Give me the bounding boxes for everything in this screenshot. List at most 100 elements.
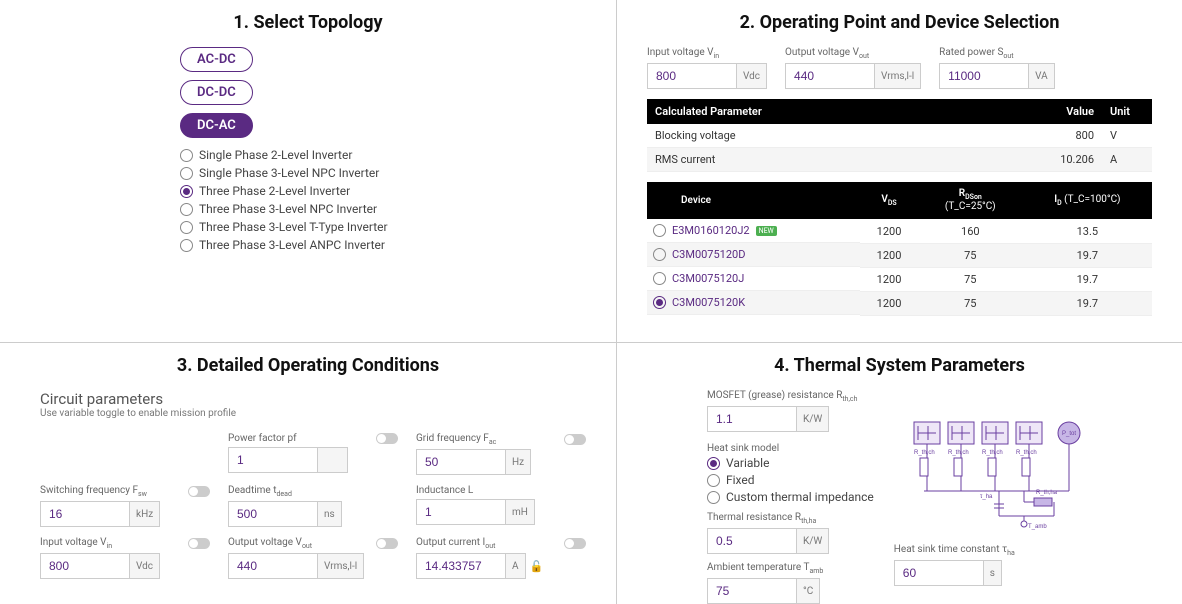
unit-label: s xyxy=(984,560,1002,586)
topology-radio-3p-3l-npc[interactable]: Three Phase 3-Level NPC Inverter xyxy=(180,202,586,216)
pf-input[interactable] xyxy=(228,447,318,473)
toggle-icon[interactable] xyxy=(376,538,398,549)
unit-label: Vdc xyxy=(130,553,160,579)
heatsink-model-group: Heat sink model Variable Fixed Custom th… xyxy=(707,440,874,504)
param-label: Input voltage Vin xyxy=(40,537,112,550)
radio-icon xyxy=(707,457,720,470)
unit-label: K/W xyxy=(797,528,829,554)
svg-text:R_th,ch: R_th,ch xyxy=(982,450,1003,456)
section-title-1: 1. Select Topology xyxy=(30,12,586,33)
topology-radio-list: Single Phase 2-Level Inverter Single Pha… xyxy=(180,148,586,252)
device-row[interactable]: E3M0160120J2NEW120016013.5 xyxy=(647,219,1152,243)
field-vin: Input voltage Vin Vdc xyxy=(647,47,767,89)
param-fsw: Switching frequency Fsw kHz xyxy=(40,485,210,527)
svg-text:τ_ha: τ_ha xyxy=(980,494,993,500)
radio-label: Three Phase 3-Level NPC Inverter xyxy=(199,202,377,216)
col-value: Value xyxy=(971,99,1102,124)
param-label: Output current Iout xyxy=(416,537,495,550)
param-label: Thermal resistance Rth,ha xyxy=(707,512,874,525)
device-row[interactable]: C3M0075120D12007519.7 xyxy=(647,243,1152,267)
topology-radio-3p-2l[interactable]: Three Phase 2-Level Inverter xyxy=(180,184,586,198)
toggle-icon[interactable] xyxy=(188,486,210,497)
radio-label: Three Phase 3-Level T-Type Inverter xyxy=(199,220,388,234)
device-row[interactable]: C3M0075120K12007519.7 xyxy=(647,291,1152,315)
tauha-input[interactable] xyxy=(894,560,984,586)
param-label: Inductance L xyxy=(416,485,473,496)
radio-icon xyxy=(653,272,666,285)
topology-radio-3p-3l-ttype[interactable]: Three Phase 3-Level T-Type Inverter xyxy=(180,220,586,234)
unit-label: VA xyxy=(1029,63,1055,89)
param-vin: Input voltage Vin Vdc xyxy=(40,537,210,579)
param-fac: Grid frequency Fac Hz xyxy=(416,433,586,475)
section-title-2: 2. Operating Point and Device Selection xyxy=(647,12,1152,33)
param-label: Deadtime tdead xyxy=(228,485,292,498)
topology-radio-1p-3l-npc[interactable]: Single Phase 3-Level NPC Inverter xyxy=(180,166,586,180)
inductance-input[interactable] xyxy=(416,499,506,525)
fac-input[interactable] xyxy=(416,449,506,475)
toggle-icon[interactable] xyxy=(564,434,586,445)
tamb-input[interactable] xyxy=(707,578,797,604)
hs-radio-variable[interactable]: Variable xyxy=(707,456,874,470)
pill-dc-ac[interactable]: DC-AC xyxy=(180,113,253,138)
svg-text:R_th,ha: R_th,ha xyxy=(1036,490,1058,496)
vout-input[interactable] xyxy=(228,553,318,579)
radio-icon xyxy=(180,239,193,252)
device-row[interactable]: C3M0075120J12007519.7 xyxy=(647,267,1152,291)
param-tamb: Ambient temperature Tamb °C xyxy=(707,562,874,604)
field-vout: Output voltage Vout Vrms,l-l xyxy=(785,47,921,89)
radio-icon xyxy=(180,167,193,180)
panel-thermal-params: 4. Thermal System Parameters MOSFET (gre… xyxy=(617,343,1182,604)
pill-dc-dc[interactable]: DC-DC xyxy=(180,80,253,105)
radio-label: Three Phase 3-Level ANPC Inverter xyxy=(199,238,385,252)
toggle-icon[interactable] xyxy=(564,538,586,549)
rthha-input[interactable] xyxy=(707,528,797,554)
param-rthha: Thermal resistance Rth,ha K/W xyxy=(707,512,874,554)
section-title-4: 4. Thermal System Parameters xyxy=(647,355,1152,376)
topology-pill-group: AC-DC DC-DC DC-AC xyxy=(180,47,586,138)
panel-select-topology: 1. Select Topology AC-DC DC-DC DC-AC Sin… xyxy=(0,0,617,343)
thermal-diagram-col: R_th,chR_th,chR_th,chR_th,ch P_tot τ_ha … xyxy=(894,390,1104,604)
unit-label: °C xyxy=(797,578,820,604)
pill-ac-dc[interactable]: AC-DC xyxy=(180,47,253,72)
unit-label xyxy=(318,447,348,473)
param-label: Grid frequency Fac xyxy=(416,433,496,446)
col-vds: VDS xyxy=(860,182,918,219)
device-table: Device VDS RDSon(T_C=25°C) ID (T_C=100°C… xyxy=(647,182,1152,316)
iout-input[interactable] xyxy=(416,553,506,579)
vout-input[interactable] xyxy=(785,63,875,89)
subnote: Use variable toggle to enable mission pr… xyxy=(40,408,586,419)
field-label: Input voltage Vin xyxy=(647,47,767,60)
radio-icon xyxy=(180,203,193,216)
topology-radio-1p-2l[interactable]: Single Phase 2-Level Inverter xyxy=(180,148,586,162)
new-badge: NEW xyxy=(756,226,777,236)
toggle-icon[interactable] xyxy=(188,538,210,549)
radio-icon xyxy=(707,491,720,504)
col-id: ID (T_C=100°C) xyxy=(1023,182,1152,219)
col-rdson: RDSon(T_C=25°C) xyxy=(918,182,1023,219)
rthch-input[interactable] xyxy=(707,406,797,432)
toggle-icon[interactable] xyxy=(376,433,398,444)
section-title-3: 3. Detailed Operating Conditions xyxy=(30,355,586,376)
field-label: Rated power Sout xyxy=(939,47,1055,60)
fsw-input[interactable] xyxy=(40,501,130,527)
lock-icon[interactable]: 🔓 xyxy=(530,560,544,573)
param-vout: Output voltage Vout Vrms,l-l xyxy=(228,537,398,579)
topology-radio-3p-3l-anpc[interactable]: Three Phase 3-Level ANPC Inverter xyxy=(180,238,586,252)
col-device: Device xyxy=(647,182,860,219)
operating-point-inputs: Input voltage Vin Vdc Output voltage Vou… xyxy=(647,47,1152,89)
field-label: Output voltage Vout xyxy=(785,47,921,60)
param-label: MOSFET (grease) resistance Rth,ch xyxy=(707,390,874,403)
thermal-inputs-col: MOSFET (grease) resistance Rth,ch K/W He… xyxy=(707,390,874,604)
sout-input[interactable] xyxy=(939,63,1029,89)
panel-operating-point: 2. Operating Point and Device Selection … xyxy=(617,0,1182,343)
tdead-input[interactable] xyxy=(228,501,318,527)
calculated-parameters-table: Calculated Parameter Value Unit Blocking… xyxy=(647,99,1152,172)
hs-radio-custom[interactable]: Custom thermal impedance xyxy=(707,490,874,504)
hs-radio-fixed[interactable]: Fixed xyxy=(707,473,874,487)
param-label: Output voltage Vout xyxy=(228,537,312,550)
vin-input[interactable] xyxy=(40,553,130,579)
unit-label: mH xyxy=(506,499,535,525)
vin-input[interactable] xyxy=(647,63,737,89)
radio-icon xyxy=(653,248,666,261)
svg-text:R_th,ch: R_th,ch xyxy=(948,450,969,456)
